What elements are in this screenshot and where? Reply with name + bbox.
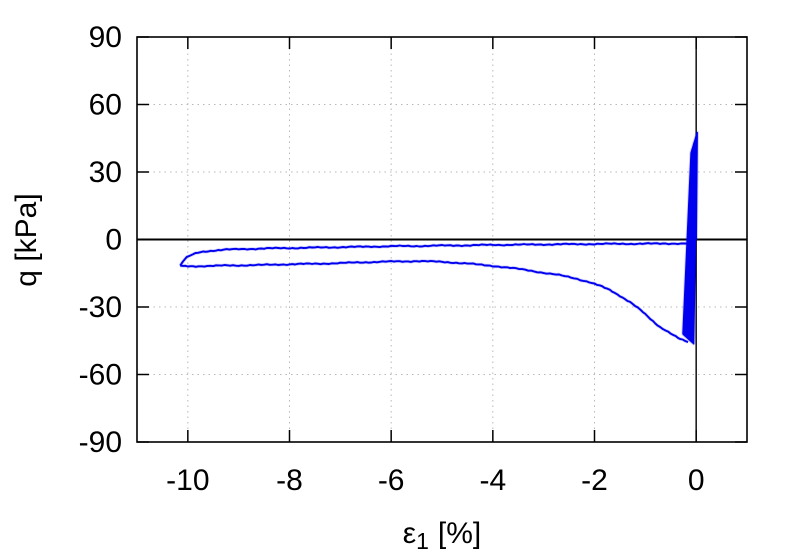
y-tick-label: 90: [89, 21, 122, 54]
y-tick-label: -90: [79, 426, 122, 459]
epsilon-symbol: ε: [403, 517, 416, 550]
cyclic-loading-band: [682, 131, 698, 345]
y-tick-label: 30: [89, 156, 122, 189]
unloading-branch: [179, 242, 691, 267]
y-axis-title: q [kPa]: [10, 193, 43, 286]
x-tick-label: -2: [581, 464, 608, 497]
x-tick-label: -4: [479, 464, 506, 497]
monotonic-extension-branch-fuzz: [180, 259, 689, 344]
x-tick-label: -8: [276, 464, 303, 497]
x-tick-label: 0: [688, 464, 705, 497]
x-tick-label: -6: [378, 464, 405, 497]
y-tick-label: 60: [89, 89, 122, 122]
y-tick-label: 0: [105, 224, 122, 257]
monotonic-extension-branch: [180, 259, 689, 343]
x-axis-unit: [%]: [438, 517, 481, 550]
y-tick-label: -30: [79, 291, 122, 324]
x-axis-title: ε1 [%]: [403, 517, 482, 554]
x-tick-label: -10: [166, 464, 209, 497]
y-tick-label: -60: [79, 359, 122, 392]
epsilon-subscript: 1: [416, 528, 429, 554]
